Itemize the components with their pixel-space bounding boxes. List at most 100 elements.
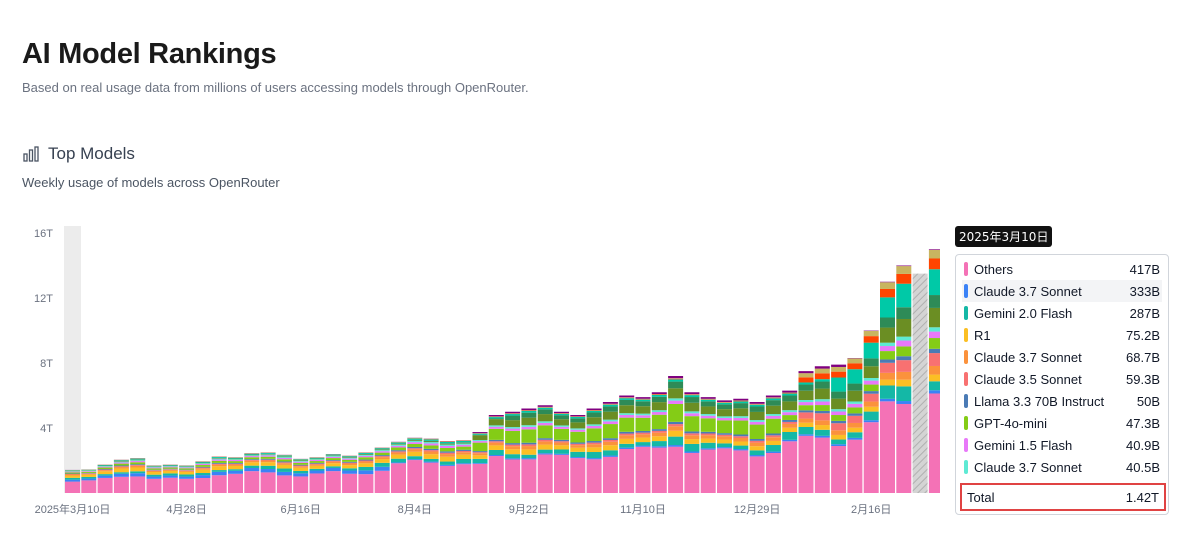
week-bar[interactable] (228, 457, 243, 493)
bar-segment (619, 395, 635, 398)
week-bar[interactable] (635, 397, 651, 493)
week-bar[interactable] (521, 408, 537, 494)
week-bar[interactable] (928, 249, 940, 493)
week-bar[interactable] (831, 364, 847, 493)
bar-segment (276, 461, 292, 463)
week-bar[interactable] (684, 392, 700, 493)
bar-segment (880, 281, 895, 283)
bars[interactable] (65, 249, 940, 493)
week-bar[interactable] (456, 440, 472, 493)
bar-segment (260, 458, 276, 460)
bar-segment (896, 379, 912, 387)
week-bar[interactable] (733, 398, 749, 493)
bar-segment (863, 380, 879, 385)
week-bar[interactable] (260, 452, 276, 493)
week-bar[interactable] (880, 281, 895, 493)
week-bar[interactable] (146, 465, 162, 493)
week-bar[interactable] (782, 390, 798, 493)
week-bar[interactable] (423, 438, 439, 493)
bar-segment (309, 473, 325, 493)
bar-segment (847, 363, 863, 370)
bar-segment (146, 465, 162, 467)
bar-segment (537, 407, 553, 410)
legend-item: Claude 3.7 Sonnet 333B (962, 280, 1162, 302)
week-bar[interactable] (472, 432, 488, 493)
bar-segment (325, 460, 341, 461)
bar-segment (407, 443, 423, 447)
bar-segment (309, 461, 325, 463)
legend-name: Claude 3.7 Sonnet (974, 283, 1082, 299)
week-bar[interactable] (325, 454, 341, 493)
bar-segment (488, 428, 504, 440)
bar-segment (798, 435, 814, 493)
week-bar[interactable] (700, 397, 716, 493)
week-bar[interactable] (358, 452, 374, 493)
week-bar[interactable] (717, 400, 732, 493)
bar-segment (831, 423, 847, 431)
bar-segment (325, 460, 341, 462)
bar-segment (97, 464, 113, 466)
week-bar[interactable] (749, 402, 765, 493)
week-bar[interactable] (668, 376, 684, 493)
legend-item: Llama 3.3 70B Instruct 50B (962, 390, 1162, 412)
bar-segment (342, 470, 358, 474)
week-bar[interactable] (179, 465, 195, 493)
week-bar[interactable] (488, 415, 504, 493)
bar-segment (472, 433, 488, 435)
week-bar[interactable] (65, 469, 80, 493)
bar-segment (717, 439, 732, 444)
week-bar[interactable] (162, 464, 178, 493)
bar-segment (244, 457, 260, 460)
bar-segment (521, 442, 537, 445)
week-bar[interactable] (195, 461, 211, 493)
week-bar[interactable] (309, 457, 325, 493)
usage-chart[interactable]: 16T 12T 8T 4T 2025年3月10日 4月28日 6月16日 8月4日 9月22日… (0, 215, 940, 525)
bar-segment (782, 441, 798, 493)
bar-segment (488, 415, 504, 417)
bar-segment (831, 444, 847, 446)
week-bar[interactable] (814, 366, 830, 493)
week-bar[interactable] (651, 392, 667, 493)
bar-segment (391, 445, 406, 448)
week-bar[interactable] (798, 371, 814, 493)
week-bar[interactable] (374, 447, 390, 494)
week-bar[interactable] (293, 458, 309, 493)
week-bar[interactable] (130, 458, 146, 493)
week-bar[interactable] (570, 415, 586, 493)
week-bar[interactable] (439, 441, 455, 493)
bar-segment (798, 405, 814, 411)
week-bar[interactable] (97, 464, 113, 493)
bar-segment (635, 417, 651, 431)
week-bar[interactable] (407, 437, 423, 493)
week-bar[interactable] (602, 402, 618, 493)
week-bar[interactable] (765, 395, 781, 494)
week-bar[interactable] (276, 454, 292, 493)
bar-segment (602, 439, 618, 442)
week-bar[interactable] (912, 273, 928, 493)
bar-segment (831, 439, 847, 445)
bar-segment (325, 454, 341, 456)
week-bar[interactable] (586, 408, 602, 494)
week-bar[interactable] (896, 265, 912, 494)
bar-segment (211, 466, 227, 471)
bar-segment (276, 459, 292, 462)
bar-segment (81, 471, 97, 473)
week-bar[interactable] (554, 411, 569, 493)
bar-segment (863, 336, 879, 343)
week-bar[interactable] (113, 459, 129, 493)
week-bar[interactable] (505, 411, 521, 493)
week-bar[interactable] (81, 469, 97, 493)
week-bar[interactable] (537, 405, 553, 493)
bar-segment (179, 465, 195, 467)
week-bar[interactable] (847, 358, 863, 493)
week-bar[interactable] (244, 453, 260, 493)
bar-segment (651, 447, 667, 493)
bar-segment (928, 327, 940, 332)
week-bar[interactable] (619, 395, 635, 494)
week-bar[interactable] (391, 441, 406, 493)
bar-segment (488, 445, 504, 450)
week-bar[interactable] (211, 456, 227, 493)
bar-segment (505, 444, 521, 447)
week-bar[interactable] (863, 330, 879, 494)
week-bar[interactable] (342, 455, 358, 493)
